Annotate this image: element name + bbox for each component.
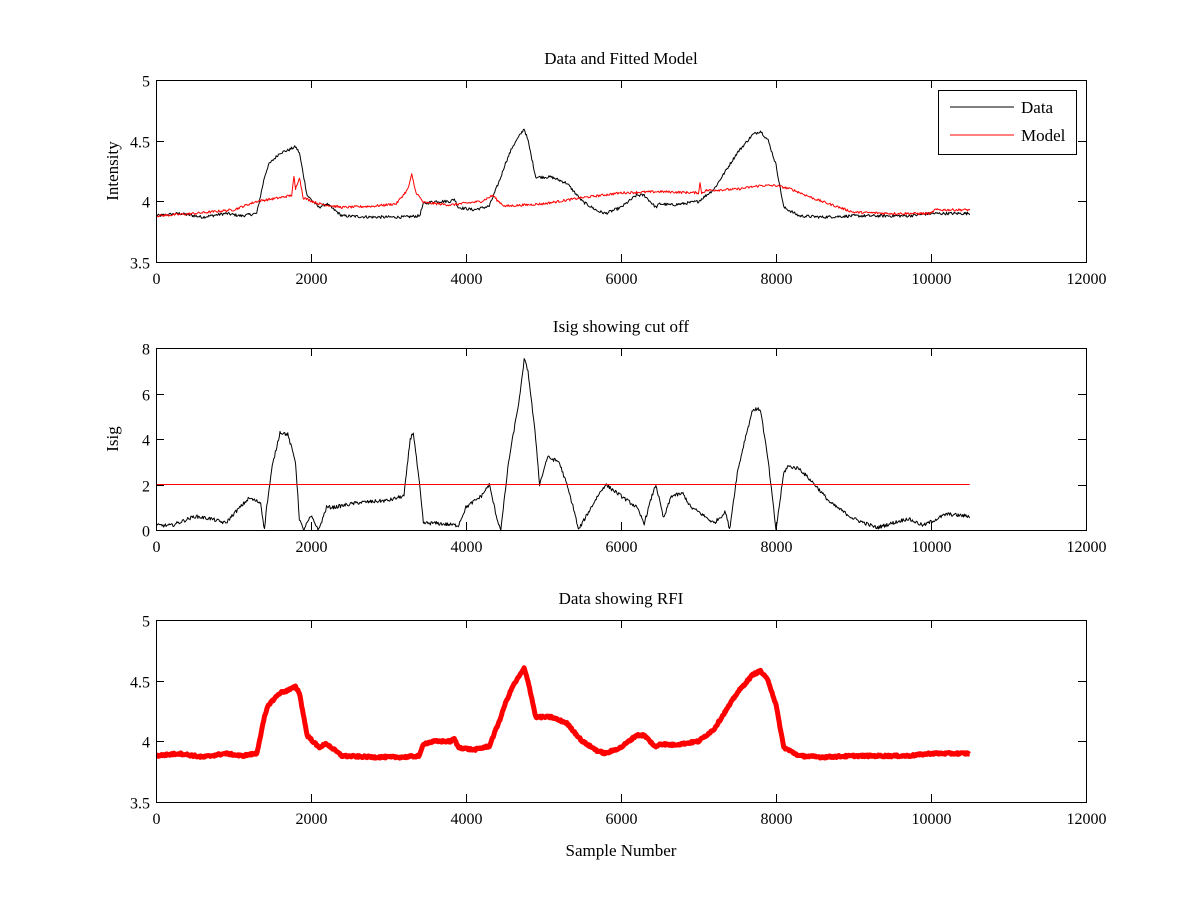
y-tick-label: 4 <box>142 195 150 212</box>
x-tick-label: 2000 <box>296 271 328 288</box>
x-tick-label: 10000 <box>912 271 952 288</box>
x-tick-label: 8000 <box>761 811 793 828</box>
x-axis-label: Sample Number <box>566 841 677 860</box>
legend-label: Data <box>1021 98 1054 117</box>
chart-panel-3: 0 2000 4000 6000 8000 10000 12000 3.5 4 4.5 5 Data … <box>130 589 1107 860</box>
axes-frame <box>156 620 1087 803</box>
y-tick-label: 2 <box>142 479 150 496</box>
chart-title: Data showing RFI <box>559 589 684 608</box>
chart-title: Data and Fitted Model <box>544 49 698 68</box>
x-tick-label: 12000 <box>1067 539 1107 556</box>
x-tick-label: 6000 <box>606 539 638 556</box>
series-line-rfi <box>156 665 972 761</box>
x-tick-label: 12000 <box>1067 271 1107 288</box>
series-line-model <box>156 173 971 218</box>
y-tick-label: 8 <box>142 342 150 359</box>
y-tick-label: 5 <box>142 614 150 631</box>
y-axis-label: Isig <box>103 426 122 452</box>
x-tick-label: 10000 <box>912 811 952 828</box>
x-tick-label: 0 <box>153 271 161 288</box>
x-tick-label: 8000 <box>761 271 793 288</box>
chart-panel-2: 0 2000 4000 6000 8000 10000 12000 0 2 4 6 8 Isig sho… <box>103 317 1107 556</box>
y-tick-label: 4.5 <box>130 135 150 152</box>
y-tick-label: 4 <box>142 433 150 450</box>
x-tick-label: 2000 <box>296 811 328 828</box>
x-tick-label: 0 <box>153 811 161 828</box>
axes-frame <box>156 348 1087 531</box>
y-tick-label: 4.5 <box>130 675 150 692</box>
x-tick-label: 10000 <box>912 539 952 556</box>
y-tick-label: 6 <box>142 388 150 405</box>
x-tick-label: 4000 <box>451 811 483 828</box>
legend: Data Model <box>938 90 1077 155</box>
legend-box <box>938 90 1077 155</box>
y-tick-label: 5 <box>142 74 150 91</box>
series-line-data <box>156 128 971 220</box>
x-tick-label: 0 <box>153 539 161 556</box>
x-tick-label: 4000 <box>451 271 483 288</box>
series-line-isig <box>156 358 971 530</box>
y-axis-label: Intensity <box>103 141 122 201</box>
x-tick-label: 4000 <box>451 539 483 556</box>
chart-panel-1: 0 2000 4000 6000 8000 10000 12000 3.5 4 4.5 5 Data … <box>103 49 1107 288</box>
x-tick-label: 12000 <box>1067 811 1107 828</box>
legend-label: Model <box>1021 126 1066 145</box>
x-tick-label: 6000 <box>606 271 638 288</box>
x-tick-label: 8000 <box>761 539 793 556</box>
x-tick-label: 6000 <box>606 811 638 828</box>
y-tick-label: 3.5 <box>130 796 150 813</box>
y-tick-label: 3.5 <box>130 256 150 273</box>
y-tick-label: 4 <box>142 735 150 752</box>
y-tick-label: 0 <box>142 524 150 541</box>
chart-title: Isig showing cut off <box>553 317 689 336</box>
x-tick-label: 2000 <box>296 539 328 556</box>
